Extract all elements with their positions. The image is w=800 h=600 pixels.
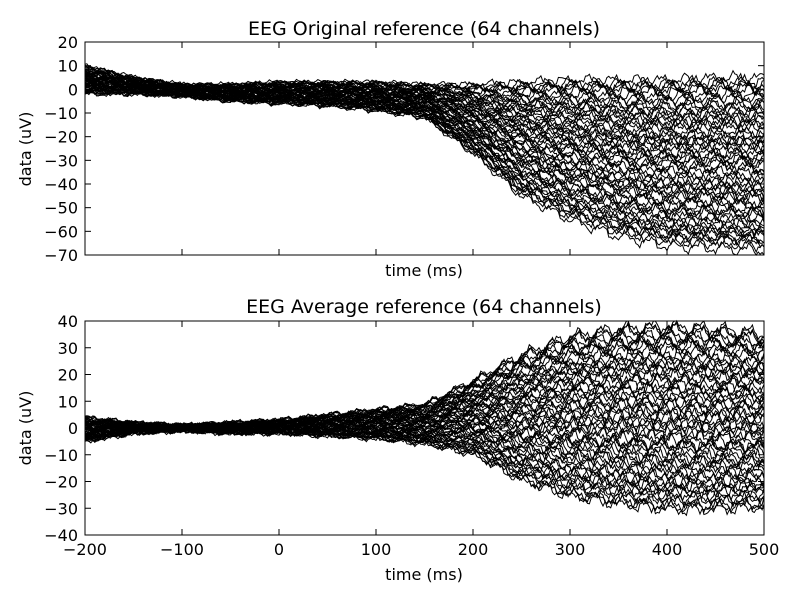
- series-line: [84, 427, 765, 509]
- y-tick-label: −20: [44, 473, 78, 492]
- x-tick-label: 100: [361, 540, 392, 559]
- chart-title: EEG Original reference (64 channels): [248, 18, 600, 40]
- x-tick-label: −100: [160, 540, 204, 559]
- plot-frame: [84, 41, 765, 256]
- y-tick-label: −30: [44, 499, 78, 518]
- x-tick-label: −200: [63, 540, 107, 559]
- y-tick-label: 30: [58, 339, 78, 358]
- series-line: [84, 74, 765, 146]
- chart-average-reference: EEG Average reference (64 channels) −40−…: [16, 296, 779, 584]
- x-axis-label: time (ms): [385, 565, 463, 584]
- x-axis: [84, 42, 765, 255]
- x-tick-label: 300: [555, 540, 586, 559]
- series-line: [84, 71, 765, 135]
- series-line: [84, 84, 765, 219]
- y-tick-label: 10: [58, 392, 78, 411]
- series-line: [84, 320, 765, 429]
- y-tick-label: −10: [44, 104, 78, 123]
- y-axis-label: data (uV): [16, 112, 35, 187]
- y-tick-label: 10: [58, 57, 78, 76]
- x-axis-label: time (ms): [385, 261, 463, 280]
- x-tick-label: 500: [749, 540, 780, 559]
- y-tick-label: −60: [44, 222, 78, 241]
- x-tick-label: 200: [458, 540, 489, 559]
- y-axis: −40 −30 −20 −10 0 10 20 30 40: [44, 312, 764, 545]
- series-line: [84, 66, 765, 91]
- series-lines: [84, 319, 765, 517]
- y-tick-label: 20: [58, 366, 78, 385]
- y-tick-label: −30: [44, 151, 78, 170]
- y-tick-label: 20: [58, 33, 78, 52]
- y-tick-label: −40: [44, 175, 78, 194]
- chart-original-reference: EEG Original reference (64 channels) −70…: [16, 18, 765, 280]
- x-axis: −200 −100 0 100 200 300 400 500: [63, 321, 779, 559]
- y-axis: −70 −60 −50 −40 −30 −20 −10 0 10 20: [44, 33, 764, 265]
- chart-title: EEG Average reference (64 channels): [246, 296, 602, 318]
- y-tick-label: −40: [44, 526, 78, 545]
- x-tick-label: 0: [274, 540, 284, 559]
- y-tick-label: −70: [44, 246, 78, 265]
- series-lines: [84, 63, 765, 256]
- y-tick-label: −10: [44, 446, 78, 465]
- y-tick-label: −20: [44, 128, 78, 147]
- x-tick-label: 400: [652, 540, 683, 559]
- y-tick-label: 40: [58, 312, 78, 331]
- series-line: [84, 65, 765, 92]
- y-axis-label: data (uV): [16, 391, 35, 466]
- series-line: [84, 63, 765, 93]
- series-line: [84, 326, 765, 429]
- y-tick-label: 0: [68, 419, 78, 438]
- y-tick-label: −50: [44, 199, 78, 218]
- y-tick-label: 0: [68, 80, 78, 99]
